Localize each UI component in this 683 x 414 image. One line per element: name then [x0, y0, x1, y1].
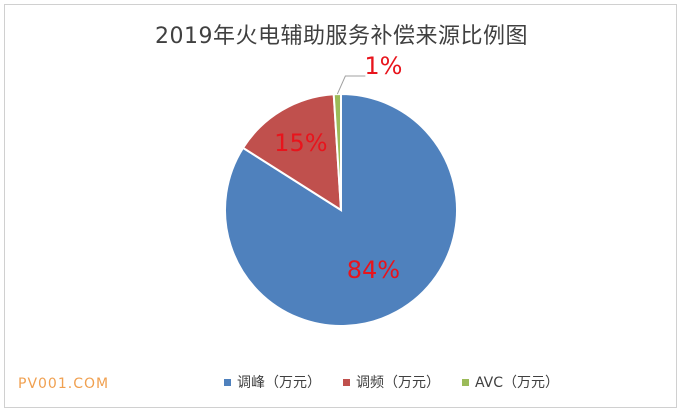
pie-data-labels: 84% 15% 1% — [274, 52, 402, 284]
pie-slices — [224, 92, 458, 327]
chart-legend: 调峰（万元） 调频（万元） AVC（万元） — [224, 372, 559, 392]
legend-swatch-frequency-regulation — [343, 378, 350, 386]
legend-label-avc: AVC（万元） — [475, 375, 560, 391]
chart-title: 2019年火电辅助服务补偿来源比例图 — [155, 24, 528, 49]
legend-item-peak-shaving: 调峰（万元） — [224, 372, 321, 392]
data-label-frequency-regulation: 15% — [274, 129, 327, 157]
leader-line-avc — [336, 75, 366, 95]
pie-slice-avc — [332, 92, 342, 211]
legend-swatch-peak-shaving — [224, 378, 231, 386]
legend-item-frequency-regulation: 调频（万元） — [343, 372, 440, 392]
legend-label-frequency-regulation: 调频（万元） — [356, 375, 440, 391]
watermark: PV001.COM — [18, 376, 110, 392]
legend-item-avc: AVC（万元） — [462, 372, 559, 392]
legend-label-peak-shaving: 调峰（万元） — [237, 375, 321, 391]
pie-slice-frequency-regulation — [241, 93, 343, 212]
data-label-peak-shaving: 84% — [347, 256, 400, 284]
data-label-avc: 1% — [364, 52, 402, 80]
legend-swatch-avc — [462, 378, 469, 386]
